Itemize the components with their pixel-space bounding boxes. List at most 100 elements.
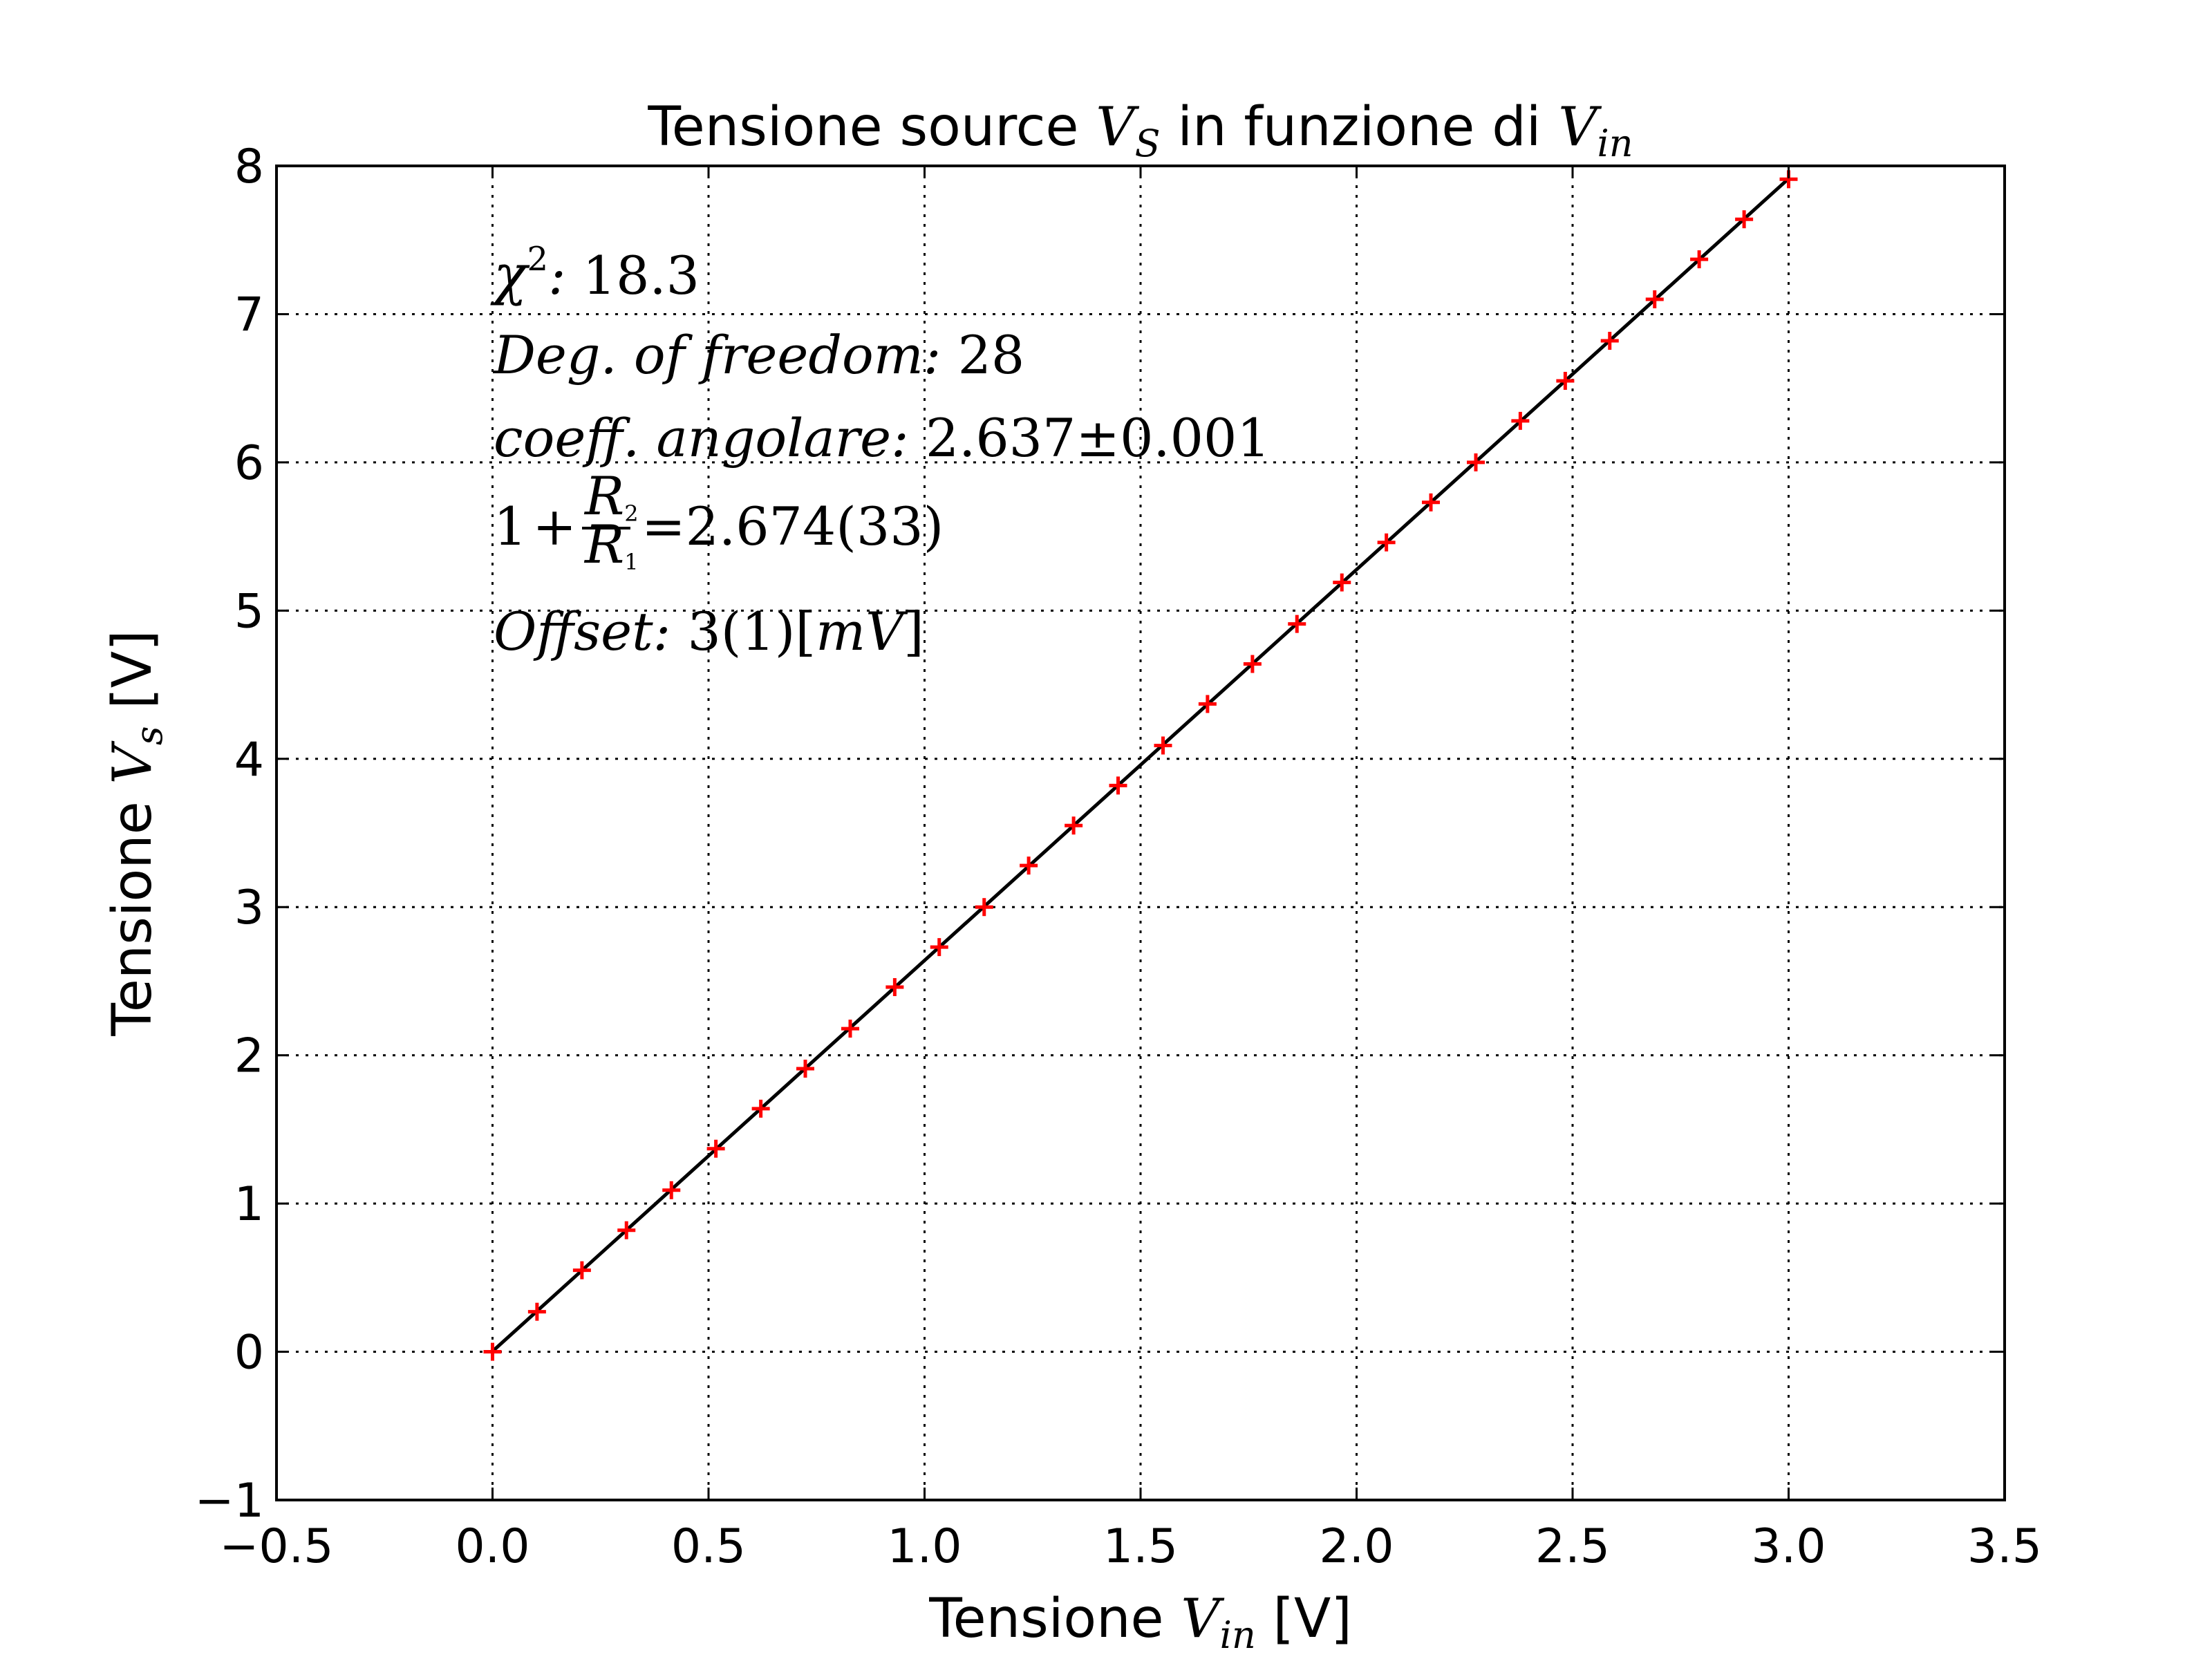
data-point — [527, 1302, 546, 1321]
offset-label: Offset: — [494, 601, 687, 662]
dof-label: Deg. of freedom: — [492, 324, 958, 386]
y-tick-label: 2 — [234, 1029, 264, 1084]
title-var2: V — [1558, 96, 1602, 158]
x-tick-label: 2.5 — [1535, 1519, 1610, 1574]
slope-annotation: coeff. angolare: 2.637±0.001 — [494, 407, 1271, 469]
fit-annotations: χ2: 18.3 Deg. of freedom: 28 coeff. ango… — [490, 240, 1271, 662]
xlabel-prefix: Tensione — [928, 1588, 1181, 1650]
data-point — [796, 1059, 814, 1078]
xlabel-suffix: [V] — [1256, 1588, 1352, 1650]
x-tick-label: 0.5 — [671, 1519, 746, 1574]
x-tick-label: 2.0 — [1319, 1519, 1394, 1574]
chart-title: Tensione source VS in funzione di Vin — [647, 96, 1633, 165]
fit-line — [491, 177, 1790, 1353]
data-point — [1154, 736, 1172, 755]
y-tick-label: 5 — [234, 584, 264, 639]
title-middle: in funzione di — [1161, 96, 1559, 158]
x-tick-label: 1.0 — [887, 1519, 962, 1574]
gain-den-sub: 1 — [624, 549, 638, 575]
gain-num-sub: 2 — [624, 500, 638, 527]
chi2-superscript: 2 — [527, 240, 548, 279]
data-point — [706, 1139, 725, 1158]
data-point — [1198, 695, 1217, 713]
x-tick-label: 0.0 — [455, 1519, 529, 1574]
data-point — [662, 1181, 681, 1199]
tick-layer: −0.5 0.0 0.5 1.0 1.5 2.0 2.5 3.0 3.5 −1 0 1 2 3 4 5 6 7 8 — [195, 140, 2042, 1574]
ylabel-prefix: Tensione — [102, 785, 164, 1037]
chi2-separator: : — [548, 245, 583, 306]
slope-pm: ± — [1076, 407, 1120, 469]
data-point — [1645, 290, 1664, 308]
y-tick-label: 8 — [234, 140, 264, 194]
data-point — [1109, 776, 1127, 795]
data-point — [975, 898, 993, 917]
grid-layer — [276, 166, 2005, 1500]
y-tick-label: 3 — [234, 881, 264, 935]
data-point — [1690, 250, 1709, 269]
y-tick-label: 4 — [234, 733, 264, 787]
gain-one: 1 — [494, 496, 527, 557]
gain-prefix: 1 + — [494, 496, 577, 557]
data-point — [1556, 371, 1575, 390]
y-tick-label: 1 — [234, 1177, 264, 1232]
title-sub: S — [1135, 122, 1161, 165]
data-point — [930, 938, 948, 957]
data-points-layer — [483, 170, 1798, 1361]
slope-value: 2.637 — [926, 407, 1076, 469]
gain-plus: + — [532, 496, 577, 557]
gain-annotation: 1 + R2 R1 =2.674(33) — [494, 465, 944, 575]
data-point — [885, 978, 904, 997]
y-axis-label: Tensione Vs [V] — [102, 630, 171, 1036]
dof-annotation: Deg. of freedom: 28 — [492, 324, 1024, 386]
ylabel-suffix: [V] — [102, 630, 164, 726]
data-point — [1422, 493, 1440, 512]
title-prefix: Tensione source — [647, 96, 1096, 158]
dof-value: 28 — [958, 324, 1025, 386]
data-point — [841, 1020, 859, 1038]
x-tick-label: 1.5 — [1103, 1519, 1178, 1574]
data-point — [1600, 332, 1619, 350]
gain-numerator: R2 — [583, 465, 639, 527]
x-axis-label: Tensione Vin [V] — [928, 1588, 1352, 1657]
data-point — [1333, 573, 1351, 592]
xlabel-var: V — [1181, 1588, 1224, 1650]
data-point — [1288, 615, 1306, 633]
gain-num-r: R — [583, 465, 624, 527]
y-tick-label: 0 — [234, 1326, 264, 1380]
data-point — [572, 1261, 591, 1280]
data-point — [1735, 210, 1754, 229]
data-point — [1467, 453, 1485, 471]
data-point — [1377, 533, 1396, 552]
ylabel-sub: s — [127, 726, 171, 745]
offset-close: ] — [903, 601, 924, 662]
x-tick-label: −0.5 — [219, 1519, 333, 1574]
y-tick-label: −1 — [195, 1474, 264, 1528]
x-tick-label: 3.5 — [1967, 1519, 2042, 1574]
slope-label: coeff. angolare: — [494, 407, 926, 469]
data-point — [483, 1342, 502, 1361]
y-tick-label: 6 — [234, 436, 264, 491]
ylabel-var: V — [102, 741, 164, 785]
data-point — [1065, 816, 1083, 835]
chi2-annotation: χ2: 18.3 — [490, 240, 700, 307]
gain-value: =2.674(33) — [641, 496, 944, 557]
slope-error: 0.001 — [1120, 407, 1271, 469]
gain-denominator: R1 — [583, 514, 639, 575]
x-tick-label: 3.0 — [1751, 1519, 1826, 1574]
xlabel-sub: in — [1220, 1613, 1256, 1657]
offset-annotation: Offset: 3(1)[mV] — [494, 601, 924, 662]
data-point — [617, 1221, 636, 1239]
data-point — [1020, 856, 1038, 875]
data-point — [1511, 411, 1530, 430]
gain-den-r: R — [583, 514, 624, 575]
offset-unit: mV — [816, 601, 908, 662]
data-point — [1243, 655, 1262, 673]
offset-value: 3(1)[ — [687, 601, 816, 662]
chi2-symbol: χ — [490, 243, 530, 307]
y-tick-label: 7 — [234, 288, 264, 342]
data-point — [751, 1099, 770, 1118]
title-sub2: in — [1597, 122, 1633, 165]
